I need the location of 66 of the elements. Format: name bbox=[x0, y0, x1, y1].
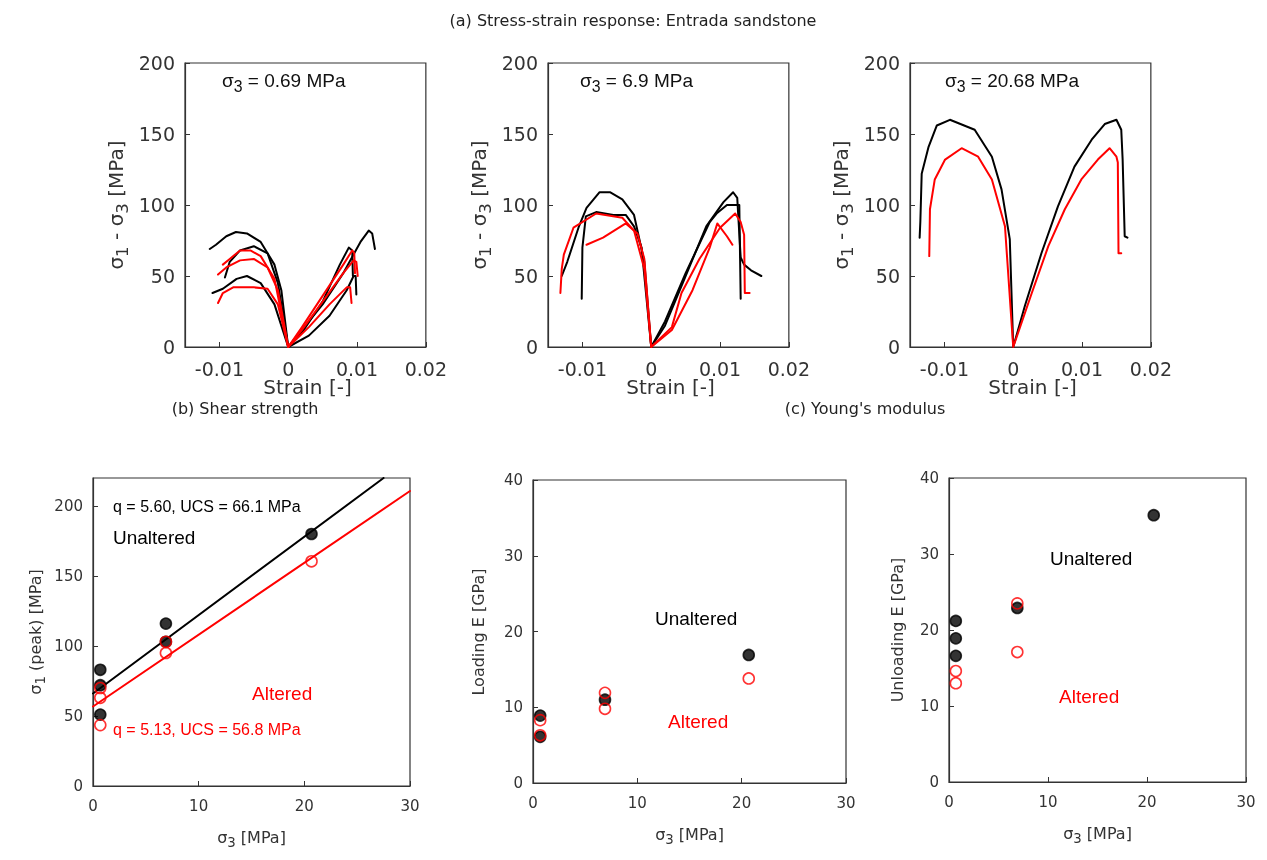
x-axis-title: σ$_{3}$ [MPa] bbox=[655, 825, 724, 848]
annotation: σ$_{3}$ = 20.68 MPa bbox=[945, 70, 1080, 96]
y-tick-label: 0 bbox=[525, 336, 538, 358]
x-tick-label: 0 bbox=[88, 796, 98, 815]
x-tick-label: 0 bbox=[944, 792, 954, 811]
series-label: Unaltered bbox=[655, 608, 738, 630]
y-tick-label: 100 bbox=[54, 637, 83, 655]
y-axis-title: Unloading E [GPa] bbox=[887, 557, 907, 703]
y-tick-label: 0 bbox=[929, 773, 939, 791]
y-tick-label: 40 bbox=[919, 469, 939, 487]
annotation: q = 5.13, UCS = 56.8 MPa bbox=[113, 721, 301, 739]
x-axis-title: σ$_{3}$ [MPa] bbox=[1063, 824, 1132, 847]
y-tick-label: 50 bbox=[513, 265, 538, 287]
y-tick-label: 10 bbox=[919, 697, 939, 715]
y-tick-label: 50 bbox=[63, 707, 83, 725]
x-tick-label: -0.01 bbox=[557, 357, 607, 380]
x-tick-label: 0.02 bbox=[404, 357, 447, 380]
text: Altered bbox=[1059, 686, 1120, 708]
chart-title: (b) Shear strength bbox=[171, 398, 319, 418]
x-tick-label: 10 bbox=[189, 796, 209, 815]
chart-title: (a) Stress-strain response: Entrada sandstone bbox=[449, 10, 817, 30]
y-tick-label: 20 bbox=[503, 622, 523, 641]
y-tick-label: 200 bbox=[501, 52, 538, 74]
x-tick-label: 30 bbox=[836, 793, 856, 812]
series-label: Unaltered bbox=[1050, 548, 1133, 570]
y-axis-title: Loading E [GPa] bbox=[468, 567, 488, 696]
y-tick-label: 150 bbox=[863, 123, 900, 145]
y-tick-label: 150 bbox=[54, 567, 83, 585]
x-tick-label: 30 bbox=[1236, 792, 1256, 811]
y-tick-label: 150 bbox=[501, 123, 538, 145]
y-tick-label: 0 bbox=[162, 336, 175, 358]
x-tick-label: 30 bbox=[400, 796, 420, 815]
y-tick-label: 0 bbox=[887, 336, 900, 358]
series-label: Altered bbox=[668, 711, 729, 733]
y-tick-label: 150 bbox=[138, 123, 175, 145]
y-tick-label: 100 bbox=[138, 194, 175, 216]
x-tick-label: 20 bbox=[1137, 792, 1157, 811]
y-tick-label: 100 bbox=[501, 194, 538, 216]
annotation: σ$_{3}$ = 0.69 MPa bbox=[222, 70, 346, 96]
y-tick-label: 0 bbox=[513, 774, 523, 792]
y-tick-label: 200 bbox=[863, 52, 900, 74]
annotation: σ$_{3}$ = 6.9 MPa bbox=[580, 70, 693, 96]
x-tick-label: 20 bbox=[294, 796, 314, 815]
y-tick-label: 50 bbox=[150, 265, 175, 287]
y-tick-label: 100 bbox=[863, 194, 900, 216]
y-tick-label: 200 bbox=[54, 497, 83, 515]
y-tick-label: 0 bbox=[73, 777, 83, 795]
x-tick-label: 0.02 bbox=[1129, 357, 1172, 380]
x-tick-label: 10 bbox=[627, 793, 647, 812]
x-tick-label: -0.01 bbox=[919, 357, 969, 380]
x-tick-label: 0.02 bbox=[767, 357, 810, 380]
y-tick-label: 200 bbox=[138, 52, 175, 74]
y-tick-label: 40 bbox=[503, 471, 523, 489]
annotation: Unaltered bbox=[113, 527, 196, 549]
annotation: Altered bbox=[252, 683, 313, 705]
y-tick-label: 20 bbox=[919, 621, 939, 639]
y-tick-label: 30 bbox=[919, 545, 939, 563]
y-tick-label: 10 bbox=[503, 698, 523, 717]
x-axis-title: σ$_{3}$ [MPa] bbox=[217, 828, 286, 851]
chart-title: (c) Young's modulus bbox=[784, 398, 946, 418]
y-tick-label: 30 bbox=[503, 546, 523, 565]
y-tick-label: 50 bbox=[875, 265, 900, 287]
x-tick-label: 10 bbox=[1038, 792, 1058, 811]
annotation: q = 5.60, UCS = 66.1 MPa bbox=[113, 498, 301, 516]
x-tick-label: -0.01 bbox=[194, 357, 244, 380]
x-tick-label: 20 bbox=[732, 793, 752, 812]
